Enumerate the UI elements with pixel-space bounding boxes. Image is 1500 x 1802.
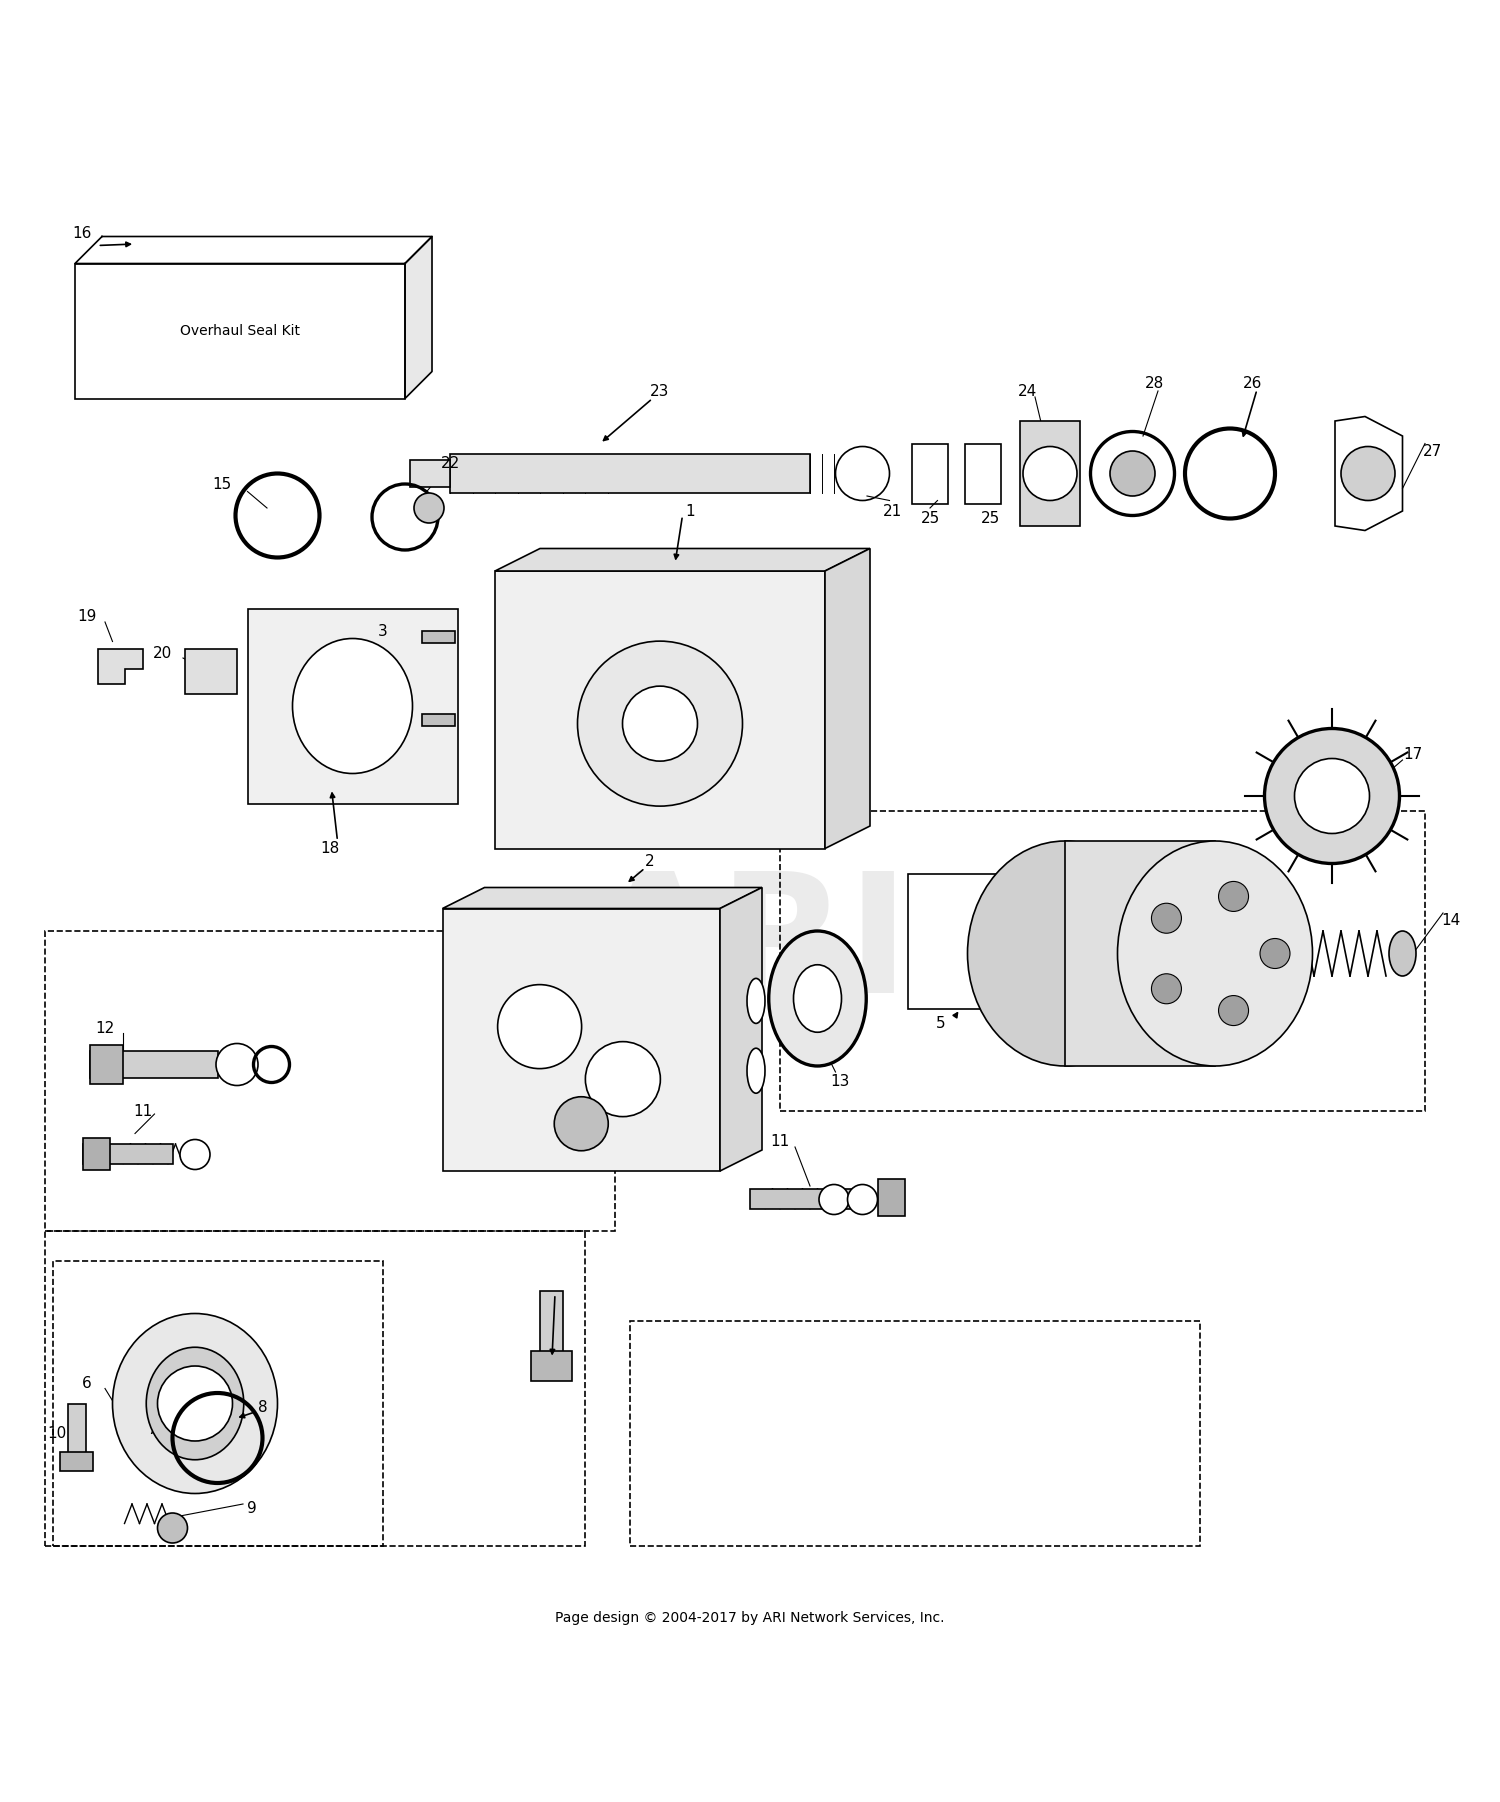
- FancyBboxPatch shape: [422, 631, 454, 643]
- Ellipse shape: [794, 964, 842, 1033]
- Text: 9: 9: [248, 1501, 256, 1515]
- Text: Overhaul Seal Kit: Overhaul Seal Kit: [180, 324, 300, 339]
- Bar: [1020, 422, 1080, 526]
- FancyBboxPatch shape: [450, 454, 810, 494]
- Circle shape: [1341, 447, 1395, 501]
- Text: 21: 21: [884, 503, 902, 519]
- Text: 1: 1: [686, 503, 694, 519]
- Circle shape: [1110, 450, 1155, 496]
- Ellipse shape: [112, 1314, 278, 1494]
- Text: 24: 24: [1019, 384, 1036, 398]
- Polygon shape: [720, 888, 762, 1171]
- Text: 13: 13: [831, 1074, 849, 1088]
- Polygon shape: [75, 236, 432, 263]
- Circle shape: [578, 642, 742, 805]
- Circle shape: [180, 1139, 210, 1169]
- Polygon shape: [405, 236, 432, 398]
- Text: 25: 25: [981, 512, 999, 526]
- Text: 16: 16: [74, 225, 92, 241]
- Circle shape: [585, 1042, 660, 1117]
- Polygon shape: [495, 548, 870, 571]
- Polygon shape: [442, 888, 762, 908]
- Circle shape: [1218, 881, 1248, 912]
- Bar: [248, 609, 458, 804]
- Text: 6: 6: [82, 1377, 92, 1391]
- FancyBboxPatch shape: [422, 714, 454, 726]
- Circle shape: [819, 1184, 849, 1215]
- Text: 23: 23: [651, 384, 669, 398]
- Circle shape: [1023, 447, 1077, 501]
- Text: 22: 22: [441, 456, 459, 470]
- Ellipse shape: [770, 932, 867, 1067]
- Text: 5: 5: [936, 1016, 945, 1031]
- Circle shape: [1294, 759, 1370, 834]
- Bar: [750, 1189, 870, 1209]
- Text: 20: 20: [153, 645, 171, 661]
- Text: 27: 27: [1424, 443, 1442, 458]
- Text: 26: 26: [1244, 377, 1262, 391]
- Bar: [68, 1404, 86, 1463]
- Polygon shape: [825, 548, 870, 849]
- Circle shape: [1218, 995, 1248, 1025]
- Ellipse shape: [747, 1049, 765, 1094]
- Bar: [908, 874, 1020, 1009]
- Text: 3: 3: [378, 623, 387, 638]
- Circle shape: [622, 687, 698, 760]
- Circle shape: [847, 1184, 877, 1215]
- Text: 25: 25: [921, 512, 939, 526]
- FancyBboxPatch shape: [410, 460, 450, 487]
- Polygon shape: [98, 649, 142, 683]
- Text: 19: 19: [78, 609, 96, 623]
- Ellipse shape: [292, 638, 412, 773]
- Bar: [540, 1290, 562, 1359]
- Bar: [60, 1451, 93, 1470]
- Ellipse shape: [147, 1348, 243, 1460]
- Circle shape: [1152, 903, 1182, 933]
- Text: 18: 18: [321, 842, 339, 856]
- Circle shape: [158, 1366, 232, 1442]
- Circle shape: [1152, 973, 1182, 1004]
- Text: 8: 8: [258, 1400, 267, 1416]
- Text: 28: 28: [1146, 377, 1164, 391]
- Text: 10: 10: [48, 1425, 66, 1442]
- Text: 3: 3: [380, 706, 388, 721]
- Ellipse shape: [1389, 932, 1416, 977]
- Text: 4: 4: [543, 1290, 552, 1306]
- Bar: [184, 649, 237, 694]
- Bar: [442, 908, 720, 1171]
- Text: Page design © 2004-2017 by ARI Network Services, Inc.: Page design © 2004-2017 by ARI Network S…: [555, 1611, 945, 1625]
- Circle shape: [498, 984, 582, 1069]
- Bar: [495, 571, 825, 849]
- Ellipse shape: [1118, 842, 1312, 1067]
- Bar: [82, 1144, 172, 1164]
- Circle shape: [216, 1043, 258, 1085]
- Text: 14: 14: [1442, 914, 1460, 928]
- Ellipse shape: [747, 978, 765, 1024]
- Circle shape: [158, 1514, 188, 1543]
- Bar: [90, 1045, 123, 1085]
- Text: 11: 11: [771, 1133, 789, 1148]
- Circle shape: [1264, 728, 1400, 863]
- Bar: [1065, 842, 1215, 1067]
- Text: 17: 17: [1404, 746, 1422, 762]
- Bar: [82, 1139, 110, 1169]
- Circle shape: [554, 1097, 608, 1151]
- Text: 15: 15: [213, 476, 231, 492]
- Bar: [531, 1352, 572, 1380]
- Text: 11: 11: [134, 1103, 152, 1119]
- Ellipse shape: [968, 842, 1162, 1067]
- Text: 12: 12: [96, 1022, 114, 1036]
- Bar: [90, 1051, 218, 1078]
- Circle shape: [414, 494, 444, 523]
- Text: 2: 2: [645, 854, 654, 870]
- Text: ARI: ARI: [591, 865, 909, 1027]
- Text: 7: 7: [148, 1422, 158, 1436]
- Circle shape: [1260, 939, 1290, 968]
- Bar: [878, 1179, 904, 1216]
- Bar: [75, 263, 405, 398]
